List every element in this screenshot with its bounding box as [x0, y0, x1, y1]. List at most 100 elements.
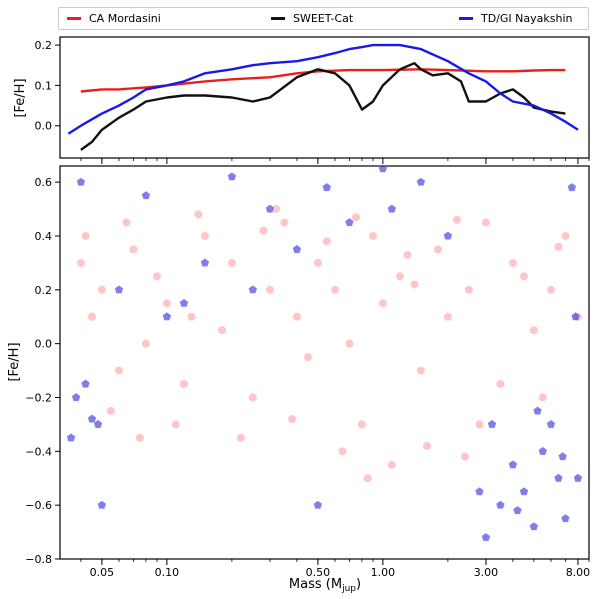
bottom-ytick-label: −0.4 — [25, 445, 52, 458]
bottom-ytick-label: 0.4 — [35, 230, 53, 243]
scatter-point-nayakshin — [495, 500, 506, 510]
bottom-xtick-label: 1.00 — [371, 566, 396, 579]
scatter-point-nayakshin — [481, 532, 491, 542]
scatter-point-nayakshin — [66, 433, 76, 442]
scatter-point-mordasini — [227, 258, 237, 268]
scatter-point-nayakshin — [474, 486, 485, 496]
line-sweetcat — [80, 62, 566, 151]
scatter-point-mordasini — [403, 250, 412, 260]
scatter-point-nayakshin — [80, 379, 91, 388]
scatter-point-nayakshin — [292, 244, 302, 254]
top-axis-ticks: 0.0 0.1 0.2 — [35, 39, 590, 164]
scatter-point-nayakshin — [558, 451, 568, 461]
scatter-point-nayakshin — [529, 521, 539, 531]
top-ytick-label: 0.2 — [35, 39, 53, 52]
legend-swatch-sweetcat — [271, 16, 285, 20]
scatter-point-mordasini — [519, 271, 529, 281]
scatter-point-mordasini — [187, 312, 196, 322]
top-ylabel: [Fe/H] — [13, 78, 28, 117]
scatter-point-nayakshin — [227, 171, 237, 181]
legend-item-nayakshin: TD/GI Nayakshin — [459, 12, 572, 25]
scatter-point-mordasini — [460, 452, 470, 462]
scatter-point-nayakshin — [322, 182, 332, 192]
scatter-point-nayakshin — [179, 298, 189, 308]
scatter-point-mordasini — [114, 366, 124, 375]
scatter-point-mordasini — [345, 339, 354, 349]
line-nayakshin — [67, 43, 579, 135]
scatter-point-mordasini — [248, 393, 258, 402]
scatter-point-mordasini — [464, 285, 474, 295]
scatter-point-nayakshin — [508, 459, 518, 469]
scatter-point-mordasini — [162, 298, 172, 308]
scatter-point-mordasini — [368, 231, 378, 241]
scatter-point-mordasini — [546, 285, 556, 295]
scatter-point-mordasini — [122, 218, 131, 227]
bottom-xtick-label: 0.05 — [90, 566, 115, 579]
bottom-ytick-label: 0.0 — [35, 338, 53, 351]
scatter-point-nayakshin — [560, 513, 571, 523]
scatter-point-nayakshin — [93, 419, 103, 429]
scatter-point-mordasini — [303, 352, 313, 362]
scatter-point-mordasini — [106, 406, 116, 416]
legend-item-mordasini: CA Mordasini — [67, 12, 161, 25]
scatter-point-mordasini — [538, 393, 548, 402]
scatter-point-mordasini — [152, 271, 162, 281]
x-axis-label: Mass (Mjup) — [289, 577, 361, 594]
scatter-point-mordasini — [529, 325, 539, 335]
scatter-point-nayakshin — [573, 473, 583, 483]
scatter-point-mordasini — [292, 312, 302, 322]
line-series — [67, 43, 579, 151]
scatter-point-mordasini — [236, 433, 246, 443]
scatter-point-nayakshin — [71, 392, 81, 402]
top-ytick-label: 0.0 — [35, 120, 53, 133]
scatter-points — [66, 166, 583, 542]
bottom-xtick-label: 3.00 — [474, 566, 499, 579]
scatter-point-nayakshin — [532, 406, 543, 415]
scatter-point-mordasini — [395, 271, 405, 281]
scatter-point-nayakshin — [567, 182, 577, 192]
scatter-point-mordasini — [357, 420, 367, 429]
legend-swatch-nayakshin — [459, 16, 473, 20]
scatter-point-mordasini — [387, 460, 397, 470]
scatter-point-mordasini — [443, 312, 453, 322]
scatter-point-mordasini — [481, 218, 491, 227]
scatter-point-mordasini — [475, 420, 484, 429]
scatter-point-mordasini — [97, 285, 107, 295]
scatter-point-nayakshin — [162, 311, 172, 321]
scatter-point-nayakshin — [553, 473, 564, 483]
scatter-point-nayakshin — [416, 177, 426, 187]
scatter-point-mordasini — [135, 433, 145, 443]
scatter-point-mordasini — [496, 379, 505, 389]
bottom-ytick-label: −0.6 — [25, 499, 52, 512]
scatter-point-mordasini — [561, 231, 570, 241]
scatter-point-mordasini — [338, 446, 347, 456]
scatter-point-mordasini — [313, 258, 323, 268]
bottom-axis-ticks: −0.8 −0.6 −0.4 −0.2 0.0 0.2 0.4 0.6 0.05 0.10 0.50… — [25, 176, 590, 579]
scatter-point-mordasini — [141, 339, 151, 349]
scatter-point-mordasini — [410, 280, 419, 289]
top-ytick-label: 0.1 — [35, 79, 53, 92]
scatter-point-mordasini — [322, 236, 332, 246]
scatter-point-mordasini — [194, 210, 203, 219]
scatter-point-mordasini — [351, 212, 361, 222]
scatter-point-mordasini — [287, 414, 297, 424]
bottom-ytick-label: −0.8 — [25, 553, 52, 566]
top-axes-frame — [59, 36, 590, 159]
scatter-point-mordasini — [433, 245, 443, 254]
legend-label: SWEET-Cat — [293, 12, 354, 25]
scatter-point-mordasini — [81, 231, 90, 241]
scatter-point-nayakshin — [378, 166, 388, 173]
scatter-point-mordasini — [378, 298, 388, 308]
legend: CA Mordasini SWEET-Cat TD/GI Nayakshin — [58, 7, 589, 30]
legend-label: CA Mordasini — [89, 12, 161, 25]
scatter-point-nayakshin — [87, 414, 97, 423]
scatter-point-nayakshin — [97, 500, 107, 510]
scatter-point-mordasini — [452, 215, 462, 225]
scatter-point-nayakshin — [512, 505, 523, 515]
scatter-point-mordasini — [200, 231, 210, 241]
bottom-xtick-label: 0.50 — [306, 566, 331, 579]
legend-label: TD/GI Nayakshin — [481, 12, 573, 25]
legend-swatch-mordasini — [67, 16, 81, 20]
scatter-point-nayakshin — [76, 177, 86, 187]
